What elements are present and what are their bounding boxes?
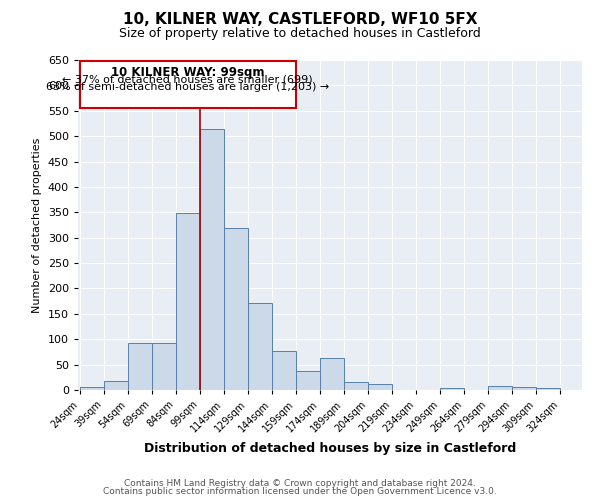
Bar [128, 344, 152, 390]
Bar [536, 388, 560, 390]
Text: ← 37% of detached houses are smaller (699): ← 37% of detached houses are smaller (69… [62, 74, 313, 84]
Bar [440, 388, 464, 390]
Text: Size of property relative to detached houses in Castleford: Size of property relative to detached ho… [119, 28, 481, 40]
Bar [200, 128, 224, 390]
Bar [224, 228, 248, 390]
Bar [80, 388, 104, 390]
Text: 10, KILNER WAY, CASTLEFORD, WF10 5FX: 10, KILNER WAY, CASTLEFORD, WF10 5FX [123, 12, 477, 28]
Bar [272, 351, 296, 390]
Bar [344, 382, 368, 390]
Bar [80, 61, 296, 108]
Bar [152, 344, 176, 390]
Bar [368, 384, 392, 390]
Bar [488, 386, 512, 390]
Text: 10 KILNER WAY: 99sqm: 10 KILNER WAY: 99sqm [111, 66, 265, 79]
Bar [296, 371, 320, 390]
Bar [104, 381, 128, 390]
Y-axis label: Number of detached properties: Number of detached properties [32, 138, 42, 312]
Bar [320, 358, 344, 390]
X-axis label: Distribution of detached houses by size in Castleford: Distribution of detached houses by size … [144, 442, 516, 456]
Text: Contains HM Land Registry data © Crown copyright and database right 2024.: Contains HM Land Registry data © Crown c… [124, 478, 476, 488]
Text: 63% of semi-detached houses are larger (1,203) →: 63% of semi-detached houses are larger (… [46, 82, 329, 92]
Bar [248, 302, 272, 390]
Text: Contains public sector information licensed under the Open Government Licence v3: Contains public sector information licen… [103, 487, 497, 496]
Bar [176, 214, 200, 390]
Bar [512, 388, 536, 390]
